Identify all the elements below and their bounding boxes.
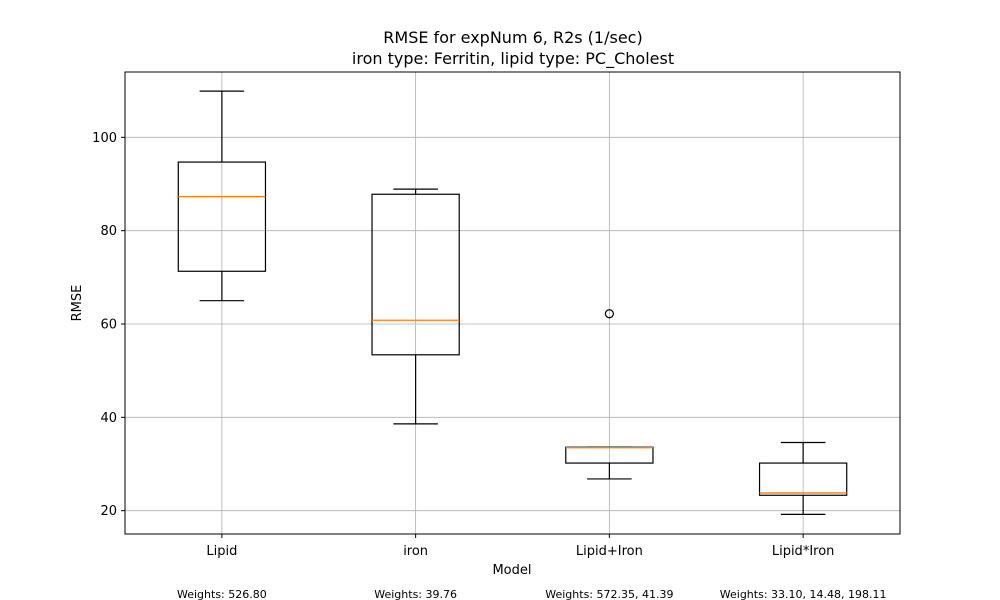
y-tick-label: 40 (100, 411, 117, 426)
weights-annotation: Weights: 33.10, 14.48, 198.11 (720, 588, 887, 600)
x-tick-label: iron (403, 544, 428, 559)
x-tick-label: Lipid*Iron (772, 544, 835, 559)
outlier-point (604, 309, 614, 319)
box-series (177, 90, 848, 516)
axis-ticks: 20 40 60 80 100 Lipid iron Lipid+Iron Lipid*Iron (92, 131, 834, 559)
box-lipid-iron (565, 309, 654, 480)
iqr-box (371, 193, 460, 356)
y-tick-label: 100 (92, 131, 117, 146)
weights-annotation: Weights: 526.80 (177, 588, 267, 600)
x-tick-label: Lipid (206, 544, 237, 559)
x-axis-label: Model (492, 563, 531, 578)
box-lipid (177, 90, 267, 302)
y-tick-label: 20 (100, 504, 117, 519)
chart-title: RMSE for expNum 6, R2s (1/sec) (383, 28, 642, 47)
iqr-box (177, 161, 267, 272)
y-axis-label: RMSE (70, 285, 85, 322)
grid-lines (125, 72, 900, 534)
plot-area-frame (124, 71, 901, 535)
weights-annotation: Weights: 572.35, 41.39 (545, 588, 673, 600)
box-iron (371, 188, 460, 425)
box-lipid-iron (758, 441, 848, 516)
y-tick-label: 60 (100, 318, 117, 333)
iqr-box (758, 462, 848, 496)
chart-subtitle: iron type: Ferritin, lipid type: PC_Chol… (352, 49, 674, 69)
weights-annotations: Weights: 526.80 Weights: 39.76 Weights: 57… (177, 588, 886, 600)
weights-annotation: Weights: 39.76 (374, 588, 457, 600)
x-tick-label: Lipid+Iron (576, 544, 643, 559)
y-tick-label: 80 (100, 224, 117, 239)
